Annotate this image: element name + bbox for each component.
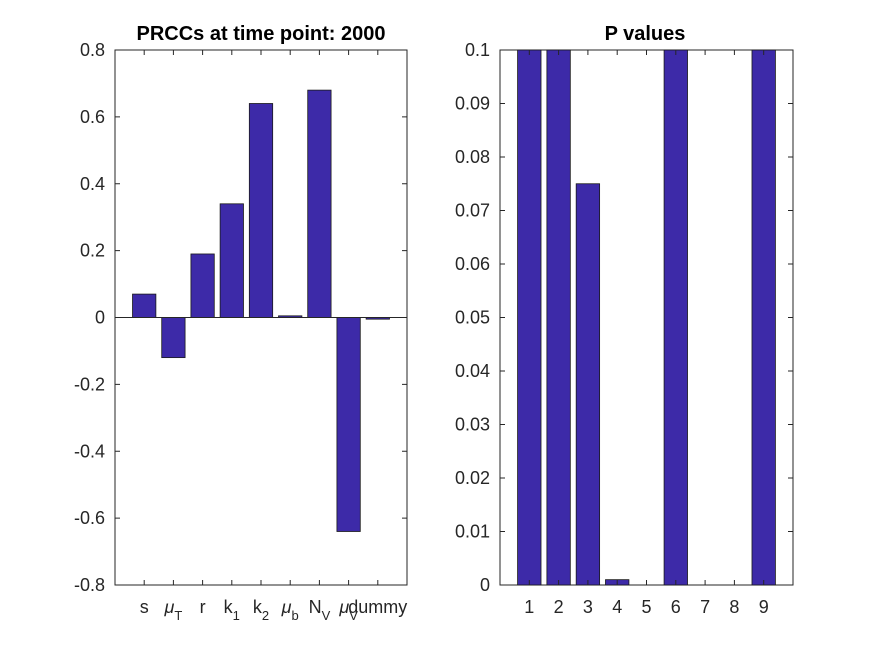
prcc-x-tick-label: NV [309,597,331,623]
pvalue-x-tick-label: 3 [583,597,593,617]
pvalue-bar [546,49,571,586]
prcc-y-tick-label: -0.4 [74,441,105,461]
prcc-bar [132,293,157,318]
prcc-x-tick-label: μV [338,597,358,623]
pvalue-x-tick-label: 9 [759,597,769,617]
prcc-x-tick-label: k2 [253,597,269,623]
pvalue-bar [517,49,542,586]
pvalue-y-tick-label: 0.05 [455,308,490,328]
prcc-y-axis: -0.8 -0.6 -0.4 -0.2 0 0.2 0.4 0.6 0.8 [74,40,407,595]
pvalue-y-tick-label: 0.03 [455,415,490,435]
prcc-y-tick-label: 0.6 [80,107,105,127]
prcc-bar [190,253,215,318]
pvalue-chart: P values 0 0.01 0.02 0.03 0.04 0.05 0.06 0.07 0.… [455,23,794,617]
pvalue-y-tick-label: 0.1 [465,40,490,60]
pvalue-y-tick-label: 0.01 [455,522,490,542]
pvalue-x-tick-label: 6 [671,597,681,617]
pvalue-x-tick-label: 4 [612,597,622,617]
pvalue-chart-title: P values [605,23,686,45]
pvalue-axes-box [499,49,794,586]
prcc-y-tick-label: -0.8 [74,575,105,595]
prcc-bar [161,317,186,359]
pvalue-x-tick-label: 8 [729,597,739,617]
prcc-chart: PRCCs at time point: 2000 -0.8-0.6-0.4-0… [74,23,408,623]
pvalue-x-tick-label: 2 [554,597,564,617]
prcc-y-tick-label: 0.8 [80,40,105,60]
prcc-x-tick-label: r [200,597,206,617]
prcc-bars [132,89,390,532]
prcc-y-tick-label: -0.6 [74,508,105,528]
prcc-y-tick-label: 0.2 [80,241,105,261]
pvalue-y-tick-label: 0.04 [455,361,490,381]
prcc-x-tick-label: k1 [224,597,240,623]
pvalue-y-tick-label: 0.08 [455,147,490,167]
prcc-x-tick-label: s [140,597,149,617]
prcc-bar [307,89,332,318]
pvalue-y-tick-label: 0.02 [455,468,490,488]
pvalue-y-tick-label: 0.06 [455,254,490,274]
prcc-bar [219,203,244,318]
pvalue-y-axis: 0 0.01 0.02 0.03 0.04 0.05 0.06 0.07 0.08 0.09 0.1 [455,40,793,595]
pvalue-y-tick-label: 0.09 [455,94,490,114]
pvalue-y-tick-label: 0 [480,575,490,595]
pvalue-y-tick-label: 0.07 [455,201,490,221]
pvalue-bar [575,183,601,586]
prcc-bar [336,317,361,532]
pvalue-x-tick-label: 1 [524,597,534,617]
prcc-y-tick-label: 0.4 [80,174,105,194]
pvalue-x-tick-label: 5 [641,597,651,617]
pvalue-bar [663,49,688,586]
prcc-x-tick-label: μb [281,597,299,623]
prcc-chart-title: PRCCs at time point: 2000 [137,23,386,45]
prcc-y-tick-label: 0 [95,308,105,328]
prcc-bar [248,103,274,318]
prcc-x-tick-label: dummy [348,597,407,617]
pvalue-bar [751,49,776,586]
prcc-x-tick-label: μT [163,597,182,623]
prcc-y-tick-label: -0.2 [74,374,105,394]
pvalue-x-tick-label: 7 [700,597,710,617]
